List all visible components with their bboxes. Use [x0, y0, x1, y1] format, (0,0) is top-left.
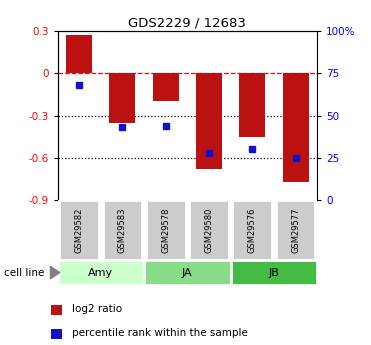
Bar — [66, 35, 92, 73]
Bar — [283, 73, 309, 182]
Bar — [102, 200, 142, 260]
Text: GSM29583: GSM29583 — [118, 208, 127, 253]
Text: cell line: cell line — [4, 268, 44, 277]
Bar — [146, 200, 186, 260]
Bar — [153, 73, 179, 101]
Text: GSM29580: GSM29580 — [204, 208, 213, 253]
Bar — [196, 73, 222, 169]
Bar — [231, 260, 317, 285]
Bar — [232, 200, 272, 260]
Title: GDS2229 / 12683: GDS2229 / 12683 — [128, 17, 246, 30]
Bar — [109, 73, 135, 122]
Bar — [58, 260, 144, 285]
Bar — [59, 200, 99, 260]
Text: JB: JB — [269, 268, 279, 277]
Bar — [51, 329, 62, 339]
Text: Amy: Amy — [88, 268, 114, 277]
Bar — [276, 200, 315, 260]
Polygon shape — [50, 266, 60, 279]
Bar — [51, 305, 62, 315]
Text: GSM29582: GSM29582 — [75, 208, 83, 253]
Text: log2 ratio: log2 ratio — [72, 304, 122, 314]
Text: GSM29578: GSM29578 — [161, 208, 170, 253]
Bar — [239, 73, 265, 137]
Bar — [144, 260, 231, 285]
Text: GSM29576: GSM29576 — [248, 208, 257, 253]
Bar — [189, 200, 229, 260]
Text: percentile rank within the sample: percentile rank within the sample — [72, 328, 248, 338]
Text: GSM29577: GSM29577 — [291, 208, 300, 253]
Text: JA: JA — [182, 268, 193, 277]
